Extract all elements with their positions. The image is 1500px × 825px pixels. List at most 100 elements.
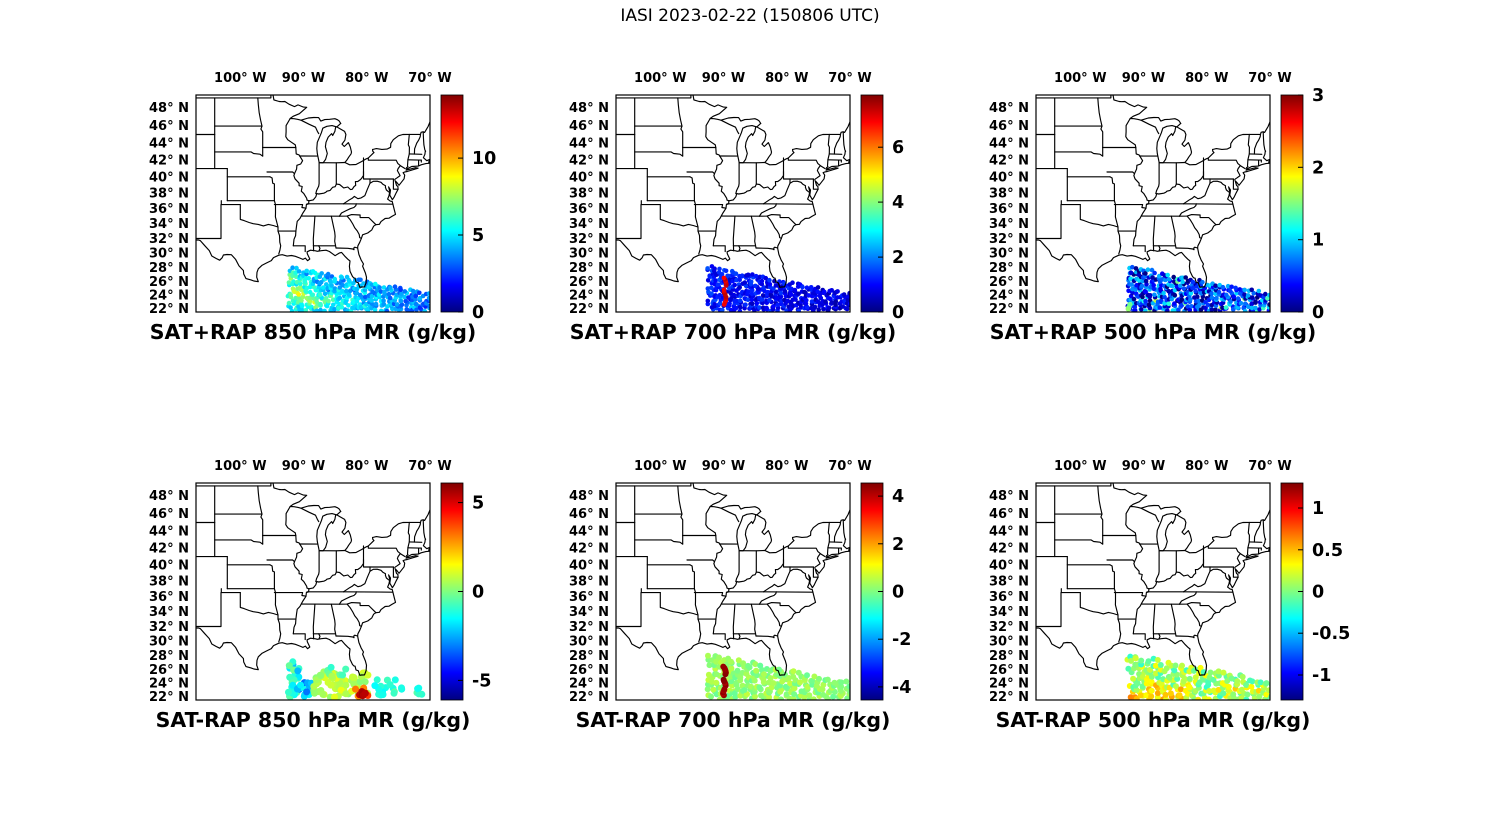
colorbar-tick-label: 0 <box>472 583 484 603</box>
lat-tick-label: 34° N <box>569 217 609 232</box>
data-point <box>369 298 374 303</box>
colorbar-tick-label: 5 <box>472 494 484 514</box>
panel-title: SAT+RAP 700 hPa MR (g/kg) <box>570 320 897 344</box>
data-point <box>410 288 416 294</box>
lat-tick-label: 38° N <box>149 574 189 589</box>
data-point <box>1225 283 1231 289</box>
data-point <box>327 681 335 689</box>
colorbar-tick-label: 0.5 <box>1312 541 1343 561</box>
data-point <box>1231 294 1237 299</box>
data-point <box>311 285 317 290</box>
data-point <box>1189 304 1194 309</box>
data-point <box>354 290 360 296</box>
data-point <box>413 297 418 302</box>
data-point <box>358 277 363 283</box>
data-point <box>713 278 718 283</box>
data-point <box>847 290 850 296</box>
data-point <box>742 280 748 285</box>
data-point <box>318 301 323 307</box>
data-point <box>1139 283 1145 289</box>
data-point <box>715 282 721 287</box>
colorbar <box>1280 94 1304 313</box>
colorbar-tick-label: 1 <box>1312 231 1324 251</box>
data-point <box>753 667 760 674</box>
data-point <box>340 282 345 288</box>
data-point <box>705 266 710 271</box>
data-point <box>1192 674 1199 681</box>
lat-tick-label: 34° N <box>989 605 1029 620</box>
data-point <box>750 272 755 277</box>
data-point <box>729 295 734 301</box>
data-point <box>788 292 794 297</box>
data-point <box>822 289 827 295</box>
lat-tick-label: 30° N <box>569 635 609 650</box>
data-point <box>417 290 422 296</box>
data-point <box>815 289 821 295</box>
data-point <box>1195 696 1202 700</box>
data-point <box>1148 687 1155 694</box>
lat-tick-label: 38° N <box>989 186 1029 201</box>
lat-tick-label: 30° N <box>989 247 1029 262</box>
data-point <box>733 305 739 311</box>
lat-tick-label: 40° N <box>149 170 189 185</box>
lat-tick-label: 48° N <box>989 101 1029 116</box>
basemap <box>196 483 430 676</box>
data-point <box>797 679 803 686</box>
data-point <box>406 295 411 300</box>
data-point <box>1216 289 1222 295</box>
data-point <box>1145 658 1152 665</box>
data-point <box>843 678 850 685</box>
data-point <box>761 285 767 290</box>
data-point <box>339 671 347 679</box>
lat-tick-label: 46° N <box>989 119 1029 134</box>
data-point <box>829 300 835 305</box>
lon-tick-label: 80° W <box>1185 71 1228 86</box>
data-point <box>379 691 387 699</box>
colorbar-tick-label: 4 <box>892 193 904 213</box>
data-point <box>749 301 755 306</box>
colorbar-tick-label: 0 <box>1312 303 1324 323</box>
data-point <box>721 287 727 292</box>
lat-tick-label: 28° N <box>149 649 189 664</box>
data-point <box>1243 301 1248 306</box>
data-point <box>806 692 813 699</box>
data-point <box>1197 664 1204 671</box>
data-point <box>740 660 747 667</box>
colorbar-tick-label: -4 <box>892 678 911 698</box>
data-point <box>1229 284 1234 290</box>
data-point <box>394 302 400 307</box>
data-point <box>751 677 758 684</box>
data-point <box>789 286 794 292</box>
data-point <box>1128 293 1134 299</box>
data-point <box>770 680 777 687</box>
data-point <box>329 283 334 288</box>
data-point <box>1181 286 1187 291</box>
data-point <box>720 676 727 683</box>
lat-tick-label: 30° N <box>569 247 609 262</box>
lat-tick-label: 24° N <box>569 289 609 304</box>
data-point <box>1205 696 1212 700</box>
data-point <box>746 664 753 671</box>
data-point <box>1138 657 1145 664</box>
lat-tick-label: 38° N <box>569 186 609 201</box>
data-point <box>734 667 741 674</box>
data-point <box>1210 687 1217 694</box>
data-point <box>773 289 779 295</box>
data-point <box>737 308 743 312</box>
colorbar-tick-label: 1 <box>1312 499 1324 519</box>
data-point <box>1268 693 1270 700</box>
data-point <box>310 292 316 298</box>
data-point <box>816 307 821 312</box>
data-point <box>390 689 398 697</box>
data-point <box>1256 288 1262 294</box>
data-point <box>1249 295 1255 300</box>
lat-tick-label: 44° N <box>149 525 189 540</box>
data-point <box>737 285 742 290</box>
data-point <box>1239 673 1246 680</box>
data-point <box>737 674 744 681</box>
data-point <box>342 665 350 673</box>
lat-tick-label: 26° N <box>149 275 189 290</box>
lon-tick-label: 70° W <box>408 71 451 86</box>
data-point <box>706 662 713 669</box>
lat-tick-label: 36° N <box>569 202 609 217</box>
